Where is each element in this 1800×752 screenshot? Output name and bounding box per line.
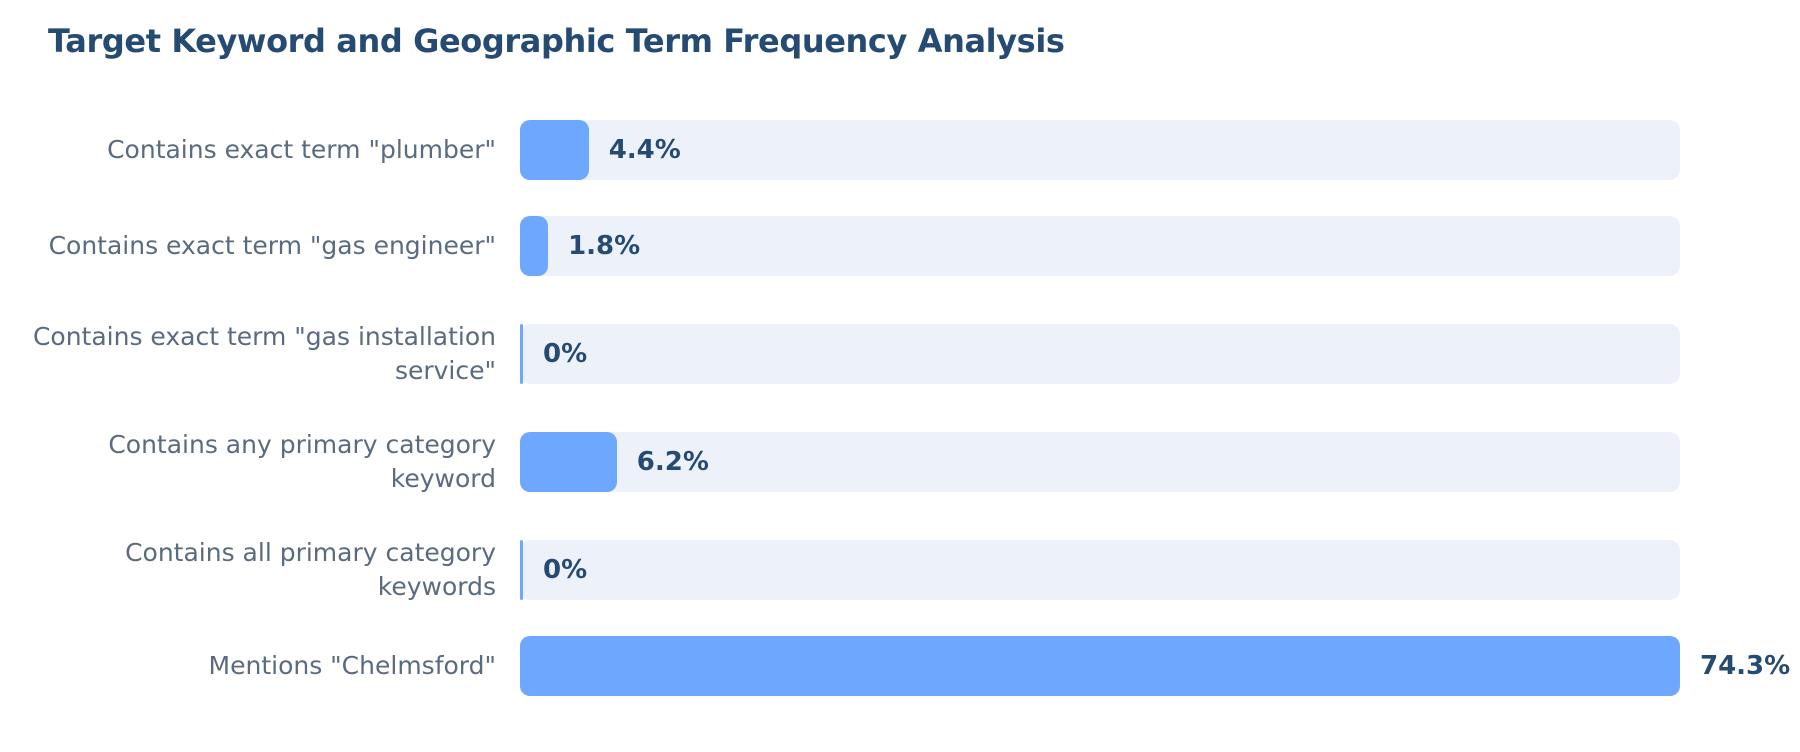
bar — [520, 432, 617, 492]
value-label: 4.4% — [608, 135, 681, 165]
category-label: Contains all primary category keywords — [125, 538, 496, 601]
bar — [520, 216, 549, 276]
bar — [520, 636, 1680, 696]
bar-track — [520, 120, 1680, 180]
value-label: 0% — [543, 339, 588, 369]
bar-track — [520, 636, 1680, 696]
chart-title: Target Keyword and Geographic Term Frequ… — [48, 22, 1065, 60]
bar — [520, 540, 523, 600]
value-label: 74.3% — [1700, 651, 1791, 681]
bar-track — [520, 540, 1680, 600]
bar-track — [520, 324, 1680, 384]
value-label: 0% — [543, 555, 588, 585]
bar — [520, 324, 523, 384]
value-label: 1.8% — [568, 231, 641, 261]
category-label: Contains any primary category keyword — [108, 430, 496, 493]
bar-track — [520, 216, 1680, 276]
value-label: 6.2% — [636, 447, 709, 477]
category-label: Mentions "Chelmsford" — [208, 651, 496, 680]
bar — [520, 120, 589, 180]
bar-track — [520, 432, 1680, 492]
category-label: Contains exact term "gas engineer" — [48, 231, 496, 260]
category-label: Contains exact term "gas installation se… — [32, 322, 496, 385]
category-label: Contains exact term "plumber" — [107, 135, 496, 164]
